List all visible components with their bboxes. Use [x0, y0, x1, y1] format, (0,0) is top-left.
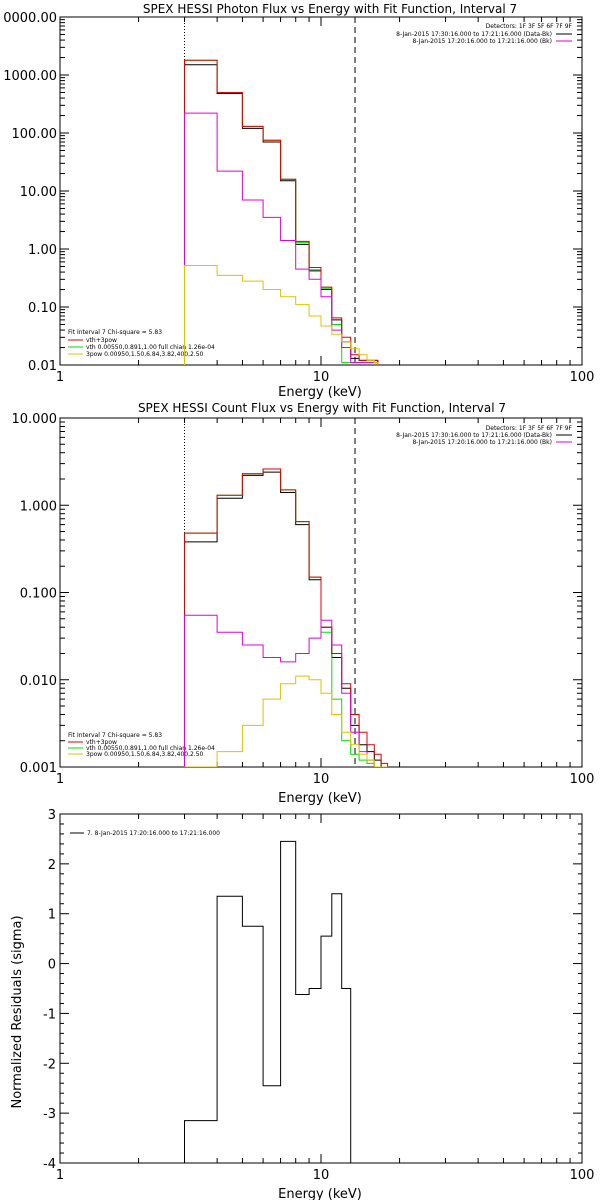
photon-flux-ytick-label: 0000.00	[3, 11, 57, 26]
photon-flux-plot-area	[184, 59, 379, 365]
count-flux-series-3	[184, 614, 388, 767]
count-flux-legend-data: 8-Jan-2015 17:30:16.000 to 17:21:16.000 …	[396, 432, 552, 439]
count-flux-ytick-label: 0.100	[20, 587, 57, 602]
photon-flux-legend-vth: vth 0.00550,0.891,1.00 full chian 1.26e-…	[86, 344, 215, 351]
count-flux-xtick-label: 100	[570, 772, 595, 787]
count-flux-series-1	[184, 468, 388, 767]
photon-flux-series-3	[184, 112, 379, 365]
residuals-legend: 7. 8-Jan-2015 17:20:16.000 to 17:21:16.0…	[87, 830, 220, 837]
residuals-xtick-label: 1	[56, 1168, 64, 1183]
count-flux-legend-total: vth+3pow	[86, 739, 117, 746]
photon-flux-legend-data: 8-Jan-2015 17:30:16.000 to 17:21:16.000 …	[396, 31, 552, 38]
count-flux-series-2	[184, 468, 389, 767]
residuals-xtick-label: 100	[570, 1168, 595, 1183]
residuals-xlabel: Energy (keV)	[278, 1187, 362, 1200]
photon-flux-legend-pow: 3pow 0.00950,1.50,6.84,3.82,400,2.50	[86, 351, 204, 358]
photon-flux-xlabel: Energy (keV)	[278, 385, 362, 400]
count-flux-legend-vth: vth 0.00550,0.891,1.00 full chian 1.26e-…	[86, 745, 215, 752]
photon-flux-panel: SPEX HESSI Photon Flux vs Energy with Fi…	[3, 2, 594, 400]
count-flux-series-0	[184, 471, 388, 767]
residuals-xtick-label: 10	[313, 1168, 330, 1183]
count-flux-series-4	[184, 675, 388, 767]
count-flux-xtick-label: 10	[313, 772, 330, 787]
count-flux-title: SPEX HESSI Count Flux vs Energy with Fit…	[138, 401, 506, 415]
photon-flux-series-1	[184, 59, 379, 365]
count-flux-panel: SPEX HESSI Count Flux vs Energy with Fit…	[12, 401, 595, 806]
photon-flux-xtick-label: 1	[56, 370, 64, 385]
residuals-series-0	[184, 840, 352, 1163]
residuals-ytick-label: 2	[48, 858, 56, 873]
photon-flux-title: SPEX HESSI Photon Flux vs Energy with Fi…	[143, 2, 517, 16]
residuals-ytick-label: 1	[48, 908, 56, 923]
photon-flux-detectors: Detectors: 1F 3F 5F 6F 7F 9F	[486, 23, 573, 30]
photon-flux-ytick-label: 10.00	[20, 185, 57, 200]
photon-flux-frame	[59, 16, 583, 366]
photon-flux-series-4	[184, 265, 379, 365]
residuals-plot-area	[184, 840, 352, 1163]
count-flux-xtick-label: 1	[56, 772, 64, 787]
count-flux-plot-area	[184, 468, 389, 767]
residuals-ytick-label: 0	[48, 958, 56, 973]
count-flux-detectors: Detectors: 1F 3F 5F 6F 7F 9F	[486, 425, 573, 432]
residuals-ytick-label: -4	[43, 1157, 56, 1172]
count-flux-legend-bk: 8-Jan-2015 17:20:16.000 to 17:21:16.000 …	[412, 439, 552, 446]
count-flux-ytick-label: 0.010	[20, 674, 57, 689]
photon-flux-ytick-label: 0.10	[28, 301, 57, 316]
residuals-ytick-label: 3	[48, 808, 56, 823]
count-flux-ytick-label: 10.000	[12, 412, 58, 427]
photon-flux-legend-total: vth+3pow	[86, 337, 117, 344]
photon-flux-xtick-label: 10	[313, 370, 330, 385]
photon-flux-ytick-label: 1000.00	[3, 69, 57, 84]
residuals-ytick-label: -1	[43, 1007, 56, 1022]
photon-flux-ytick-label: 1.00	[28, 243, 57, 258]
count-flux-legend-pow: 3pow 0.00950,1.50,6.84,3.82,400,2.50	[86, 751, 204, 758]
residuals-ytick-label: -3	[43, 1107, 56, 1122]
photon-flux-xtick-label: 100	[570, 370, 595, 385]
residuals-ytick-label: -2	[43, 1057, 56, 1072]
photon-flux-ytick-label: 100.00	[12, 127, 58, 142]
photon-flux-series-0	[184, 64, 379, 365]
count-flux-fit-info: Fit Interval 7 Chi-square = 5.83	[68, 732, 162, 739]
photon-flux-ytick-label: 0.01	[28, 359, 57, 374]
count-flux-xlabel: Energy (keV)	[278, 791, 362, 806]
photon-flux-series-2	[184, 59, 379, 365]
count-flux-ytick-label: 0.001	[20, 761, 57, 776]
residuals-panel: Energy (keV) Normalized Residuals (sigma…	[10, 808, 594, 1200]
count-flux-ytick-label: 1.000	[20, 499, 57, 514]
photon-flux-legend-bk: 8-Jan-2015 17:20:16.000 to 17:21:16.000 …	[412, 38, 552, 45]
residuals-ylabel: Normalized Residuals (sigma)	[10, 915, 25, 1108]
photon-flux-fit-info: Fit Interval 7 Chi-square = 5.83	[68, 329, 162, 336]
